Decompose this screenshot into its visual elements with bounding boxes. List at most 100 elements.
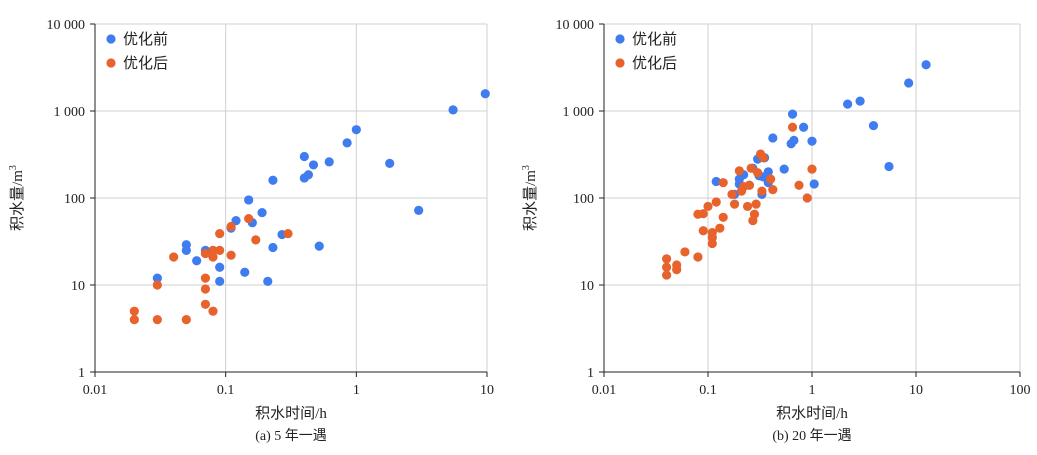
y-tick-label: 100 xyxy=(573,192,594,207)
data-point xyxy=(251,235,261,245)
x-tick-label: 100 xyxy=(1010,383,1031,398)
data-point xyxy=(698,209,708,219)
data-point xyxy=(768,133,778,143)
series-before xyxy=(711,60,931,199)
y-tick-label: 10 xyxy=(71,279,85,294)
data-point xyxy=(200,284,211,294)
data-point xyxy=(751,199,761,209)
data-point xyxy=(715,223,725,233)
data-point xyxy=(787,109,798,119)
series-after xyxy=(662,122,817,280)
data-point xyxy=(385,158,395,168)
data-point xyxy=(672,265,682,275)
data-point xyxy=(698,226,708,236)
legend-label: 优化后 xyxy=(632,55,677,72)
y-tick-label: 1 xyxy=(587,366,594,381)
data-point xyxy=(226,250,236,260)
data-point xyxy=(244,213,254,224)
y-axis-label: 积水量/m3 xyxy=(8,165,26,231)
data-point xyxy=(904,78,914,88)
data-point xyxy=(680,247,690,257)
data-point xyxy=(787,122,798,132)
legend-marker xyxy=(106,34,116,44)
data-point xyxy=(707,238,717,249)
data-point xyxy=(921,60,931,70)
data-point xyxy=(129,315,139,325)
data-point xyxy=(324,157,334,167)
data-point xyxy=(662,254,672,264)
data-point xyxy=(268,242,278,253)
y-axis-label: 积水量/m3 xyxy=(521,165,539,231)
data-point xyxy=(718,178,728,188)
y-tick-label: 100 xyxy=(64,192,85,207)
legend-marker xyxy=(615,58,625,68)
x-tick-label: 0.1 xyxy=(217,383,235,398)
data-point xyxy=(798,122,809,132)
y-tick-label: 1 000 xyxy=(563,105,595,120)
x-tick-label: 0.1 xyxy=(699,383,717,398)
data-point xyxy=(226,221,236,232)
data-point xyxy=(181,240,191,250)
data-point xyxy=(763,167,773,177)
legend-label: 优化前 xyxy=(123,31,168,48)
legend-marker xyxy=(615,34,625,44)
data-point xyxy=(749,209,760,219)
data-point xyxy=(809,179,819,189)
y-tick-label: 1 000 xyxy=(54,105,86,120)
data-point xyxy=(711,176,721,187)
y-axis-label-main: 积水量/m xyxy=(9,170,26,231)
data-point xyxy=(152,273,162,283)
data-point xyxy=(244,195,254,205)
y-axis-label-main: 积水量/m xyxy=(522,170,539,231)
data-point xyxy=(662,270,672,280)
x-tick-label: 10 xyxy=(480,383,494,398)
data-point xyxy=(662,262,672,272)
data-point xyxy=(152,315,162,325)
data-point xyxy=(192,256,202,266)
y-axis-label-sup: 3 xyxy=(521,165,532,170)
data-point xyxy=(757,186,767,196)
data-point xyxy=(200,248,211,259)
data-point xyxy=(200,299,211,309)
data-point xyxy=(257,207,267,218)
data-point xyxy=(414,205,424,216)
data-point xyxy=(215,276,225,286)
data-point xyxy=(744,180,754,190)
data-point xyxy=(766,174,776,184)
data-point xyxy=(263,276,273,286)
x-tick-label: 0.01 xyxy=(592,383,617,398)
data-point xyxy=(734,166,744,176)
data-point xyxy=(215,262,225,272)
chart-5-year: 0.01 0.1 1 10 1 10 100 1 000 10 000 积水时间/h 积水量/m3 (… xyxy=(8,18,494,444)
data-point xyxy=(711,197,721,207)
x-tick-label: 0.01 xyxy=(83,383,108,398)
data-point xyxy=(480,89,490,99)
data-point xyxy=(299,151,309,162)
x-tick-label: 1 xyxy=(809,383,816,398)
data-point xyxy=(152,280,162,290)
data-point xyxy=(693,252,703,262)
x-axis-label: 积水时间/h xyxy=(255,405,327,422)
data-point xyxy=(314,241,324,251)
data-point xyxy=(169,252,179,262)
data-point xyxy=(448,105,458,115)
data-point xyxy=(843,99,853,109)
data-point xyxy=(727,189,737,199)
data-point xyxy=(768,184,778,195)
data-point xyxy=(200,273,211,283)
series-before xyxy=(152,89,490,286)
x-tick-label: 1 xyxy=(353,383,360,398)
data-point xyxy=(779,164,789,174)
data-point xyxy=(181,315,191,325)
data-point xyxy=(303,170,314,180)
data-point xyxy=(215,245,225,255)
data-point xyxy=(342,138,352,148)
legend-label: 优化后 xyxy=(123,55,168,72)
chart-caption: (b) 20 年一遇 xyxy=(772,428,851,444)
y-tick-label: 1 xyxy=(78,366,85,381)
x-tick-label: 10 xyxy=(909,383,923,398)
data-point xyxy=(758,153,768,163)
